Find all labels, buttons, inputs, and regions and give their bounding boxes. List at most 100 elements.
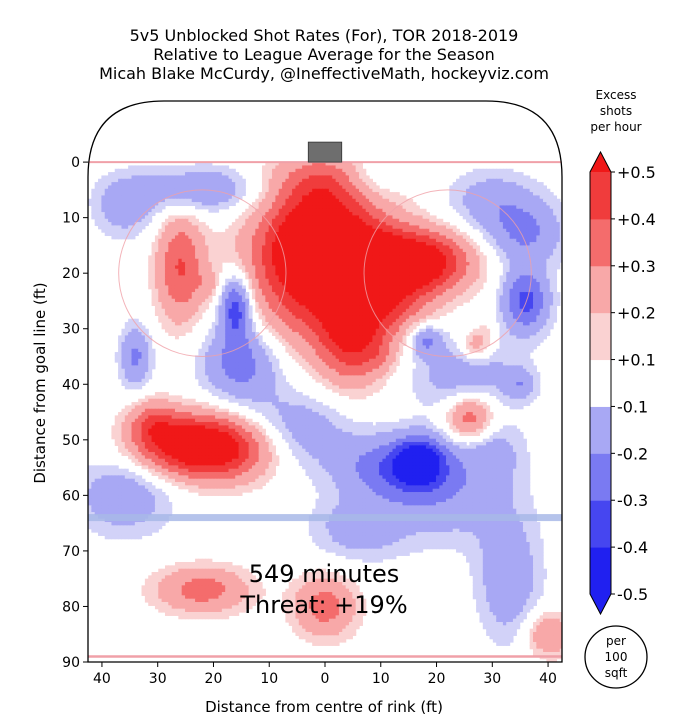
heat-cell [359, 272, 363, 277]
heat-cell [405, 278, 410, 283]
heat-cell [502, 178, 507, 183]
heat-cell [466, 172, 471, 177]
heat-cell [435, 272, 440, 277]
heat-cell [288, 198, 293, 203]
heat-cell [355, 242, 360, 247]
heat-cell [449, 302, 454, 306]
heat-cell [171, 242, 176, 247]
heat-cell [392, 252, 397, 257]
heat-cell [466, 212, 471, 217]
heat-cell [245, 292, 250, 296]
heat-cell [369, 278, 373, 283]
heat-cell [553, 268, 558, 273]
heat-cell [405, 215, 410, 220]
heat-cell [459, 262, 464, 267]
heat-cell [553, 298, 558, 303]
heat-cell [522, 242, 527, 247]
heat-cell [124, 205, 129, 210]
heat-cell [462, 252, 467, 257]
heat-cell [245, 295, 250, 300]
heat-cell [452, 225, 457, 230]
heat-cell [231, 275, 236, 280]
heat-cell [151, 202, 156, 207]
heat-cell [275, 222, 280, 227]
heat-cell [275, 165, 280, 170]
heat-cell [459, 302, 464, 306]
heat-cell [459, 248, 464, 253]
heat-cell [409, 252, 414, 257]
heat-cell [516, 278, 521, 283]
heat-cell [128, 168, 133, 173]
heat-cell [295, 278, 300, 283]
heat-cell [362, 202, 367, 207]
heat-cell [549, 232, 554, 237]
heat-cell [342, 225, 347, 230]
heat-cell [372, 245, 377, 250]
heat-cell [288, 248, 293, 253]
heat-cell [342, 195, 347, 200]
heat-cell [221, 185, 226, 190]
heat-cell [104, 208, 109, 213]
heat-cell [549, 205, 554, 210]
heat-cell [466, 298, 471, 303]
heat-cell [472, 218, 477, 223]
heat-cell [312, 168, 317, 173]
heat-cell [111, 232, 116, 237]
heat-cell [415, 238, 420, 243]
heat-cell [275, 312, 280, 316]
heat-cell [285, 192, 290, 197]
heat-cell [352, 232, 357, 237]
heat-cell [188, 178, 193, 183]
heat-cell [158, 178, 163, 183]
heat-cell [148, 285, 153, 290]
heat-cell [265, 245, 270, 250]
heat-cell [553, 218, 558, 223]
heat-cell [185, 195, 189, 200]
heat-cell [248, 218, 253, 223]
heat-cell [315, 192, 320, 197]
heat-cell [332, 278, 337, 283]
heat-cell [496, 195, 501, 200]
heat-cell [205, 168, 210, 173]
heat-cell [325, 248, 330, 253]
heat-cell [389, 292, 394, 296]
heat-cell [312, 295, 317, 300]
heat-cell [379, 202, 384, 207]
heat-cell [305, 285, 310, 290]
heat-cell [198, 235, 203, 240]
heat-cell [188, 165, 193, 170]
heat-cell [201, 248, 206, 253]
heat-cell [559, 248, 562, 253]
heat-cell [124, 192, 129, 197]
heat-cell [482, 218, 487, 223]
heat-cell [241, 188, 246, 193]
heat-cell [251, 212, 256, 217]
heat-cell [181, 222, 186, 227]
heat-cell [248, 262, 253, 267]
heat-cell [352, 198, 357, 203]
heat-cell [409, 255, 414, 260]
heat-cell [415, 218, 420, 223]
heat-cell [512, 242, 517, 247]
heat-cell [235, 312, 240, 316]
heat-cell [195, 178, 200, 183]
heat-cell [355, 245, 360, 250]
heat-cell [278, 292, 283, 296]
heat-cell [409, 245, 414, 250]
heat-cell [553, 282, 558, 287]
heat-cell [352, 168, 357, 173]
heat-cell [114, 182, 119, 187]
heat-cell [529, 302, 534, 306]
heat-cell [536, 295, 541, 300]
heat-cell [265, 275, 270, 280]
heat-cell [446, 275, 450, 280]
heat-cell [365, 198, 370, 203]
heat-cell [292, 305, 297, 310]
heat-cell [278, 162, 283, 167]
heat-cell [338, 185, 343, 190]
heat-cell [261, 285, 266, 290]
heat-cell [181, 302, 186, 306]
heat-cell [241, 242, 246, 247]
heat-cell [385, 275, 390, 280]
heat-cell [435, 282, 440, 287]
